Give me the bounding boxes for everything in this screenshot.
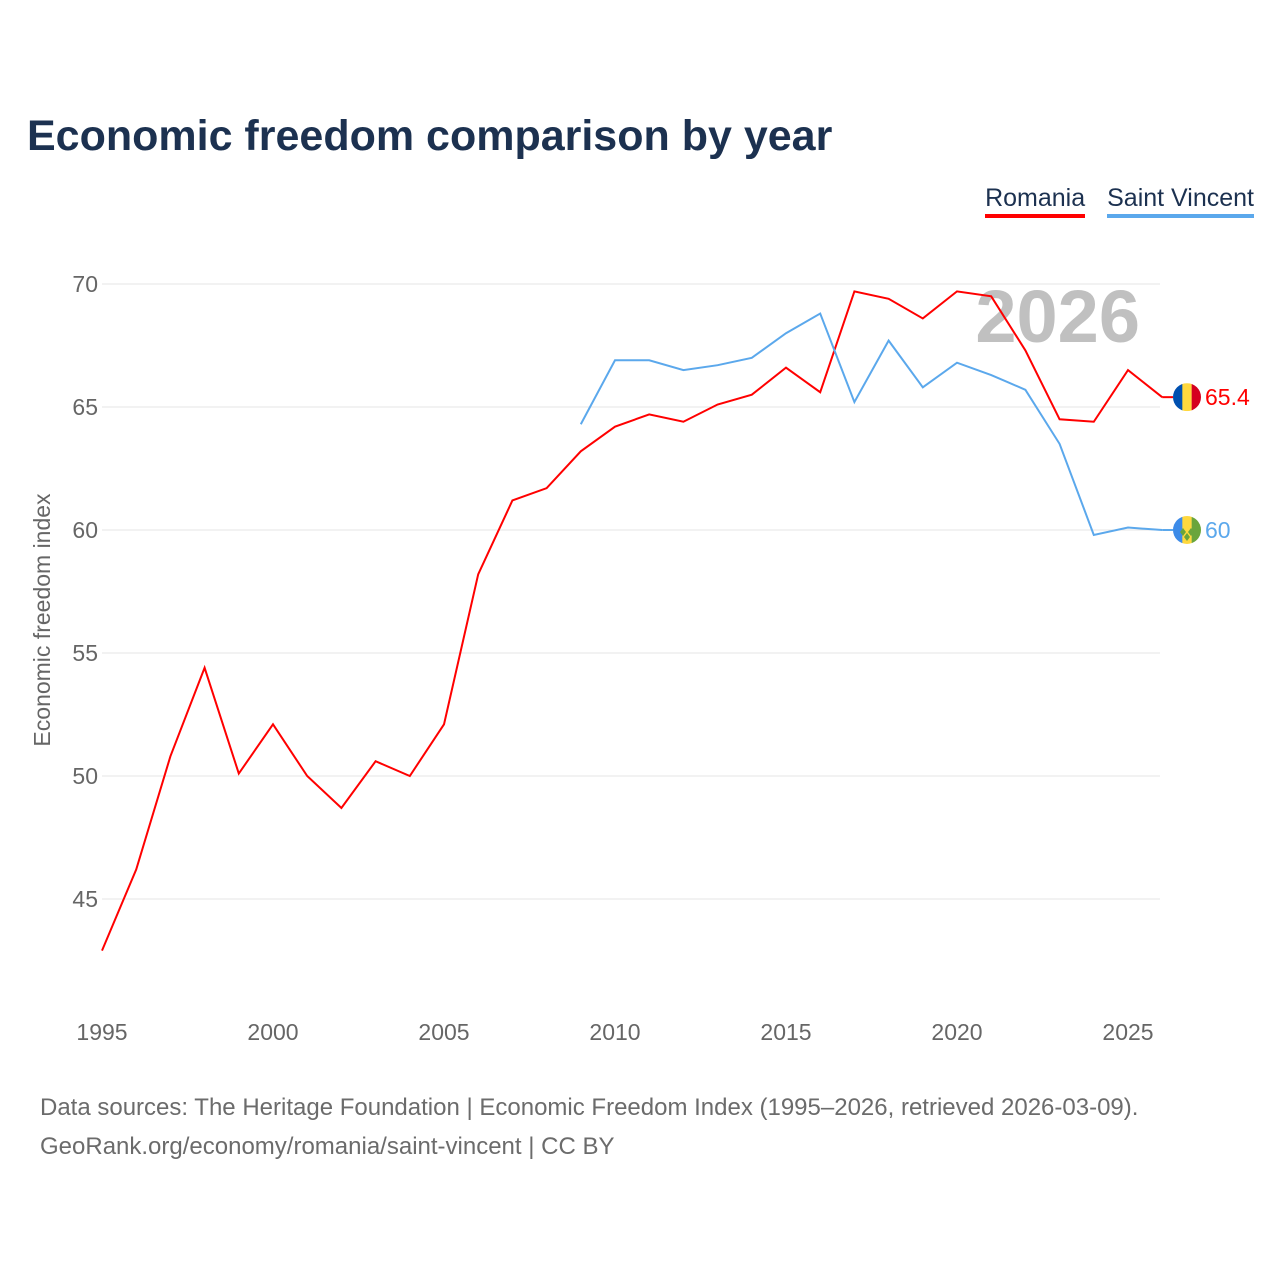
chart-title: Economic freedom comparison by year <box>27 112 833 160</box>
data-sources: Data sources: The Heritage Foundation | … <box>40 1088 1138 1166</box>
y-tick-label: 60 <box>72 517 98 543</box>
x-tick-label: 1995 <box>76 1019 127 1045</box>
y-tick-label: 50 <box>72 763 98 789</box>
y-tick-label: 45 <box>72 886 98 912</box>
y-axis-label: Economic freedom index <box>29 493 55 747</box>
legend: Romania Saint Vincent <box>985 184 1254 218</box>
x-tick-label: 2005 <box>418 1019 469 1045</box>
y-tick-label: 70 <box>72 271 98 297</box>
x-tick-label: 2010 <box>589 1019 640 1045</box>
x-tick-label: 2015 <box>760 1019 811 1045</box>
romania-flag-icon <box>1173 383 1201 412</box>
x-tick-label: 2020 <box>931 1019 982 1045</box>
source-line-1: Data sources: The Heritage Foundation | … <box>40 1094 1139 1121</box>
end-value-label: 65.4 <box>1205 384 1250 410</box>
y-tick-label: 65 <box>72 394 98 420</box>
x-tick-label: 2025 <box>1102 1019 1153 1045</box>
legend-item-romania[interactable]: Romania <box>985 184 1086 218</box>
source-line-2[interactable]: GeoRank.org/economy/romania/saint-vincen… <box>40 1133 615 1160</box>
series-line-saint-vincent <box>579 312 1163 537</box>
saint-vincent-flag-icon <box>1173 516 1201 544</box>
series-line-romania <box>101 290 1163 952</box>
y-tick-label: 55 <box>72 640 98 666</box>
year-watermark: 2026 <box>975 275 1140 358</box>
end-value-label: 60 <box>1205 517 1231 543</box>
legend-item-saint-vincent[interactable]: Saint Vincent <box>1107 184 1254 218</box>
x-tick-label: 2000 <box>247 1019 298 1045</box>
